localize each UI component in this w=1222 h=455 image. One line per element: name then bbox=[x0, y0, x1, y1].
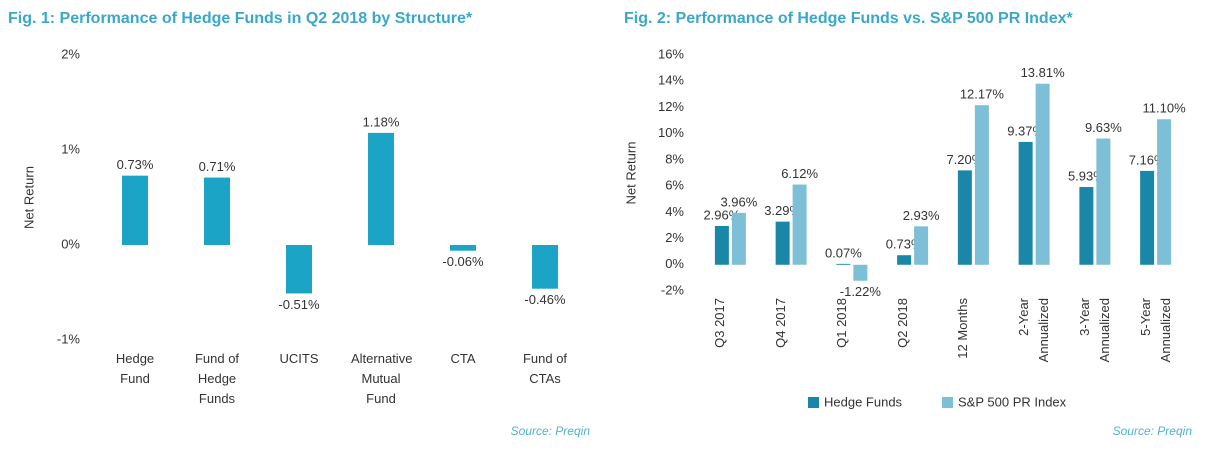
x-tick-label: 5-Year Annualized bbox=[1137, 298, 1173, 363]
y-tick-label: 1% bbox=[61, 141, 80, 156]
bar bbox=[122, 175, 148, 245]
value-label: -1.22% bbox=[840, 284, 882, 299]
value-label: 0.71% bbox=[199, 159, 236, 174]
value-label: 7.20% bbox=[946, 152, 983, 167]
y-axis-label: Net Return bbox=[21, 166, 36, 229]
source: Source: Preqin bbox=[1112, 424, 1192, 438]
value-label: 0.73% bbox=[886, 237, 923, 252]
x-tick-label: Q2 2018 bbox=[894, 298, 910, 348]
value-label: 0.07% bbox=[825, 245, 862, 260]
bar bbox=[853, 264, 868, 281]
bar bbox=[1035, 83, 1050, 265]
value-label: 2.93% bbox=[903, 208, 940, 223]
x-tick-label: Fund of Hedge Funds bbox=[194, 351, 240, 406]
bar bbox=[714, 225, 729, 265]
y-tick-label: 2% bbox=[665, 230, 684, 245]
chart-title: Fig. 2: Performance of Hedge Funds vs. S… bbox=[624, 10, 1073, 27]
x-tick-label: UCITS bbox=[279, 351, 319, 366]
value-label: 5.93% bbox=[1068, 168, 1105, 183]
bar bbox=[775, 221, 790, 265]
bar bbox=[450, 245, 476, 251]
value-label: 1.18% bbox=[363, 114, 400, 129]
bar bbox=[914, 226, 929, 265]
value-label: -0.51% bbox=[278, 297, 320, 312]
bar bbox=[897, 255, 912, 265]
chart-title: Fig. 1: Performance of Hedge Funds in Q2… bbox=[8, 10, 473, 27]
legend-swatch bbox=[942, 397, 953, 408]
x-tick-label: Q3 2017 bbox=[712, 298, 728, 348]
value-label: 9.37% bbox=[1007, 123, 1044, 138]
bar bbox=[731, 212, 746, 265]
y-tick-label: 0% bbox=[61, 236, 80, 251]
bar bbox=[368, 132, 394, 245]
value-label: 2.96% bbox=[703, 207, 740, 222]
bar bbox=[974, 105, 989, 265]
y-tick-label: -2% bbox=[661, 282, 685, 297]
value-label: -0.46% bbox=[524, 292, 566, 307]
bar bbox=[836, 263, 851, 265]
value-label: 7.16% bbox=[1129, 152, 1166, 167]
y-tick-label: 6% bbox=[665, 178, 684, 193]
value-label: 11.10% bbox=[1143, 101, 1187, 116]
legend-label: S&P 500 PR Index bbox=[958, 394, 1067, 409]
x-tick-label: 12 Months bbox=[955, 298, 971, 359]
y-axis-label: Net Return bbox=[623, 142, 638, 205]
x-tick-label: Hedge Fund bbox=[115, 351, 155, 386]
x-tick-label: Q1 2018 bbox=[833, 298, 849, 348]
value-label: 9.63% bbox=[1085, 120, 1122, 135]
bar bbox=[792, 184, 807, 265]
bar bbox=[1157, 119, 1172, 265]
x-tick-label: Alternative Mutual Fund bbox=[351, 351, 413, 406]
value-label: 3.96% bbox=[720, 194, 757, 209]
bar bbox=[1079, 187, 1094, 265]
bar bbox=[1018, 141, 1033, 265]
source: Source: Preqin bbox=[510, 424, 590, 438]
y-tick-label: 16% bbox=[658, 46, 684, 61]
y-tick-label: 12% bbox=[658, 99, 684, 114]
x-tick-label: Fund of CTAs bbox=[522, 351, 568, 386]
bar bbox=[1140, 170, 1155, 265]
legend-label: Hedge Funds bbox=[824, 394, 903, 409]
value-label: 13.81% bbox=[1021, 65, 1066, 80]
bar bbox=[286, 245, 312, 294]
y-tick-label: 14% bbox=[658, 73, 684, 88]
bar bbox=[1096, 138, 1111, 265]
value-label: 6.12% bbox=[781, 166, 818, 181]
value-label: 0.73% bbox=[117, 157, 154, 172]
y-tick-label: 4% bbox=[665, 204, 684, 219]
y-tick-label: -1% bbox=[57, 331, 81, 346]
x-tick-label: 3-Year Annualized bbox=[1076, 298, 1112, 363]
value-label: 12.17% bbox=[960, 87, 1005, 102]
bar bbox=[204, 177, 230, 245]
y-tick-label: 0% bbox=[665, 256, 684, 271]
x-tick-label: CTA bbox=[450, 351, 476, 366]
y-tick-label: 2% bbox=[61, 46, 80, 61]
y-tick-label: 8% bbox=[665, 151, 684, 166]
value-label: -0.06% bbox=[442, 254, 484, 269]
legend-swatch bbox=[808, 397, 819, 408]
x-tick-label: Q4 2017 bbox=[773, 298, 789, 348]
bar bbox=[532, 245, 558, 289]
y-tick-label: 10% bbox=[658, 125, 684, 140]
x-tick-label: 2-Year Annualized bbox=[1016, 298, 1052, 363]
value-label: 3.29% bbox=[764, 203, 801, 218]
bar bbox=[957, 170, 972, 265]
